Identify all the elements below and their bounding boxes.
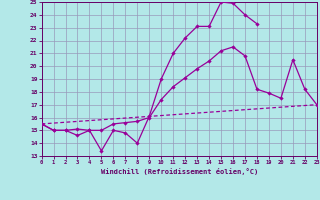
X-axis label: Windchill (Refroidissement éolien,°C): Windchill (Refroidissement éolien,°C) (100, 168, 258, 175)
